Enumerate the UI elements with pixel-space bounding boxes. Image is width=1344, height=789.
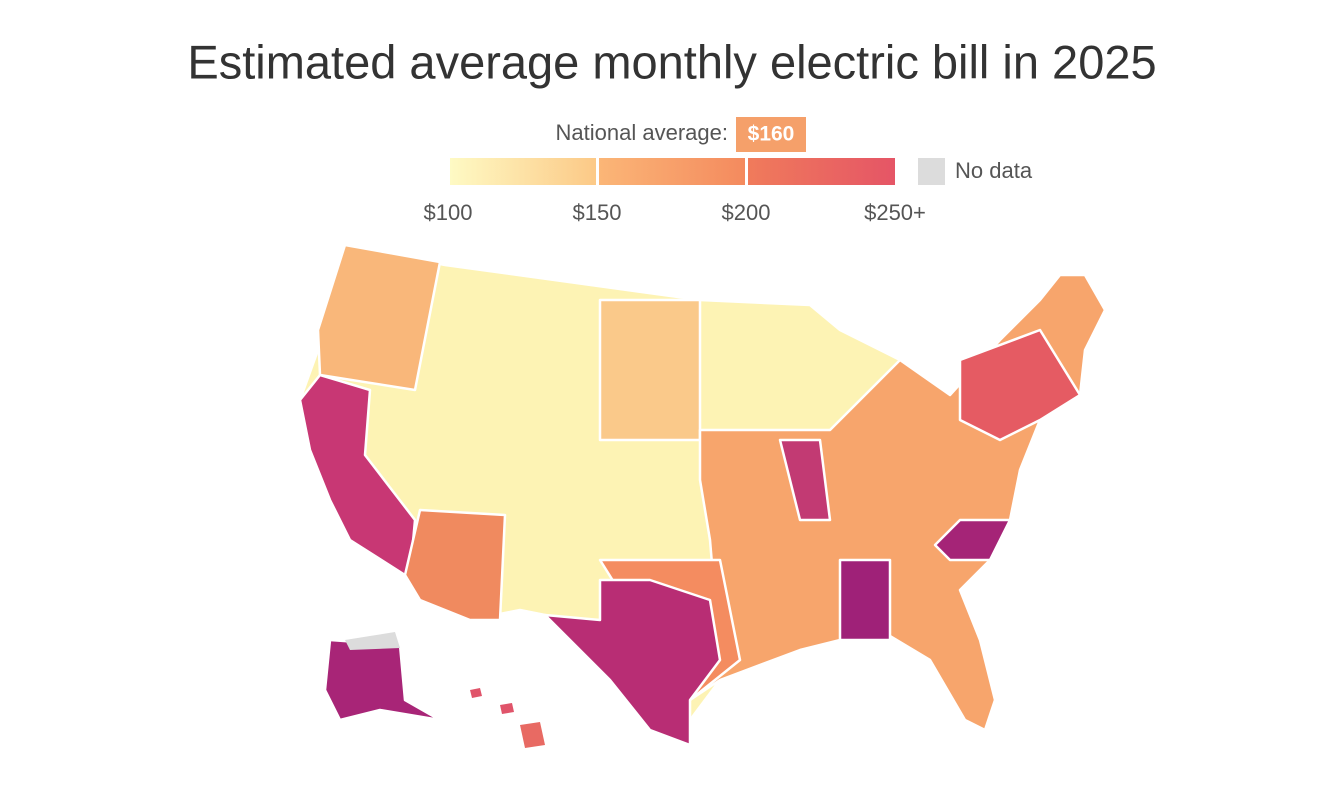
region [316, 243, 442, 392]
legend-label: $100 [424, 200, 473, 225]
alaska [323, 638, 442, 722]
region [403, 508, 507, 622]
hawaii [520, 722, 545, 748]
legend-label: $200 [722, 200, 771, 225]
region [958, 328, 1082, 442]
legend: No data $100 $150 $200 $250+ [424, 158, 1033, 225]
region [778, 438, 832, 522]
legend-label: $250+ [864, 200, 926, 225]
region [838, 558, 892, 642]
legend-label: $150 [573, 200, 622, 225]
legend-swatch [748, 158, 895, 185]
region [598, 298, 702, 442]
national-average-value: $160 [748, 123, 795, 146]
national-average-label: National average: [556, 120, 728, 145]
no-data-swatch [918, 158, 945, 185]
no-data-label: No data [955, 158, 1033, 183]
national-average-badge [736, 117, 806, 152]
hawaii [470, 688, 482, 698]
region [933, 518, 1012, 562]
region [543, 578, 722, 747]
title: Estimated average monthly electric bill … [187, 35, 1156, 88]
legend-swatch [450, 158, 596, 185]
alaska-no-data [345, 632, 400, 650]
legend-swatch [599, 158, 745, 185]
us-map [298, 243, 1107, 748]
hawaii [500, 703, 514, 714]
